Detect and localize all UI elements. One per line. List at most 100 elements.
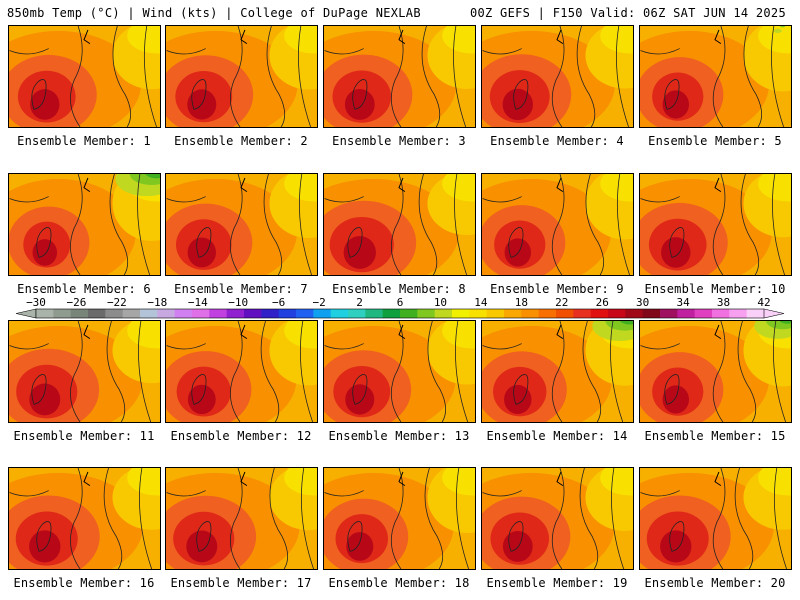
temperature-map (9, 321, 160, 422)
temperature-map (640, 321, 791, 422)
colorbar-tick-label: 30 (636, 296, 650, 309)
temperature-map (640, 174, 791, 275)
colorbar-tick-label: −2 (312, 296, 326, 309)
member-label: Ensemble Member: 16 (13, 576, 155, 590)
colorbar-tick-label: 14 (474, 296, 488, 309)
colorbar-arrow-right (763, 308, 785, 319)
temperature-map (9, 174, 160, 275)
colorbar-tick-label: −30 (26, 296, 46, 309)
colorbar-swatch (122, 309, 141, 318)
temperature-map (640, 26, 791, 127)
temperature-map (482, 468, 633, 569)
member-label: Ensemble Member: 14 (486, 429, 628, 443)
colorbar-tick-label: −18 (147, 296, 168, 309)
temperature-map (166, 321, 317, 422)
member-label: Ensemble Member: 13 (328, 429, 470, 443)
colorbar-swatch (105, 309, 124, 318)
colorbar-tick-label: 18 (514, 296, 528, 309)
temperature-map (324, 26, 475, 127)
colorbar-swatch (694, 309, 713, 318)
temperature-map (324, 174, 475, 275)
colorbar-swatch (70, 309, 89, 318)
colorbar-swatch (504, 309, 522, 318)
member-label: Ensemble Member: 7 (174, 282, 308, 296)
member-label: Ensemble Member: 1 (17, 134, 151, 148)
member-map-panel (323, 467, 476, 570)
colorbar-tick-label: −6 (272, 296, 286, 309)
member-map-panel (323, 173, 476, 276)
colorbar-tick-label: −26 (66, 296, 87, 309)
member-map-panel (639, 173, 792, 276)
colorbar-tick-label: −14 (187, 296, 208, 309)
temperature-map (9, 468, 160, 569)
colorbar-swatch (382, 309, 401, 318)
colorbar-swatch (625, 309, 644, 318)
colorbar-swatch (36, 309, 54, 318)
member-label: Ensemble Member: 17 (170, 576, 312, 590)
temperature-map (482, 321, 633, 422)
member-map-panel (8, 467, 161, 570)
colorbar-swatch (157, 309, 176, 318)
member-label: Ensemble Member: 8 (332, 282, 466, 296)
temperature-map (9, 26, 160, 127)
colorbar-swatch (244, 309, 262, 318)
member-label: Ensemble Member: 9 (490, 282, 624, 296)
colorbar-swatch (521, 309, 540, 318)
colorbar-swatch (174, 309, 193, 318)
colorbar-swatch (538, 309, 557, 318)
colorbar-swatch (746, 309, 765, 318)
colorbar-swatch (400, 309, 418, 318)
member-label: Ensemble Member: 3 (332, 134, 466, 148)
colorbar-swatch (642, 309, 661, 318)
colorbar-tick-label: −10 (228, 296, 249, 309)
member-label: Ensemble Member: 18 (328, 576, 470, 590)
temperature-map (166, 26, 317, 127)
member-map-panel (481, 173, 634, 276)
temperature-map (640, 468, 791, 569)
temperature-map (166, 174, 317, 275)
colorbar-swatch (313, 309, 332, 318)
colorbar-tick-label: 42 (757, 296, 771, 309)
member-label: Ensemble Member: 20 (644, 576, 786, 590)
colorbar-swatch (660, 309, 678, 318)
member-map-panel (165, 467, 318, 570)
member-map-panel (639, 25, 792, 128)
temperature-map (324, 468, 475, 569)
member-map-panel (639, 320, 792, 423)
temperature-map (166, 468, 317, 569)
colorbar-tick-label: 22 (555, 296, 569, 309)
member-map-panel (639, 467, 792, 570)
member-map-panel (165, 25, 318, 128)
temperature-map (482, 26, 633, 127)
member-map-panel (165, 320, 318, 423)
header-right: 00Z GEFS | F150 Valid: 06Z SAT JUN 14 20… (469, 6, 786, 20)
temperature-colorbar (15, 308, 785, 319)
colorbar-swatch (53, 309, 72, 318)
colorbar-swatch (556, 309, 574, 318)
member-map-panel (8, 320, 161, 423)
member-label: Ensemble Member: 2 (174, 134, 308, 148)
member-label: Ensemble Member: 5 (648, 134, 782, 148)
colorbar-swatch (469, 309, 488, 318)
member-label: Ensemble Member: 6 (17, 282, 151, 296)
colorbar-tick-label: 2 (356, 296, 363, 309)
member-label: Ensemble Member: 12 (170, 429, 312, 443)
colorbar-tick-label: 26 (595, 296, 609, 309)
member-map-panel (165, 173, 318, 276)
colorbar-swatch (192, 309, 210, 318)
colorbar-swatch (365, 309, 384, 318)
colorbar-arrow-left (15, 308, 37, 319)
colorbar-tick-label: −22 (106, 296, 127, 309)
colorbar-swatch (590, 309, 609, 318)
colorbar-swatch (348, 309, 366, 318)
header-left: 850mb Temp (°C) | Wind (kts) | College o… (7, 6, 421, 20)
member-label: Ensemble Member: 4 (490, 134, 624, 148)
colorbar-swatch (226, 309, 245, 318)
member-map-panel (481, 320, 634, 423)
colorbar-swatch (296, 309, 314, 318)
colorbar-swatch (573, 309, 592, 318)
colorbar-swatch (677, 309, 696, 318)
colorbar-swatch (209, 309, 228, 318)
colorbar-swatch (434, 309, 453, 318)
